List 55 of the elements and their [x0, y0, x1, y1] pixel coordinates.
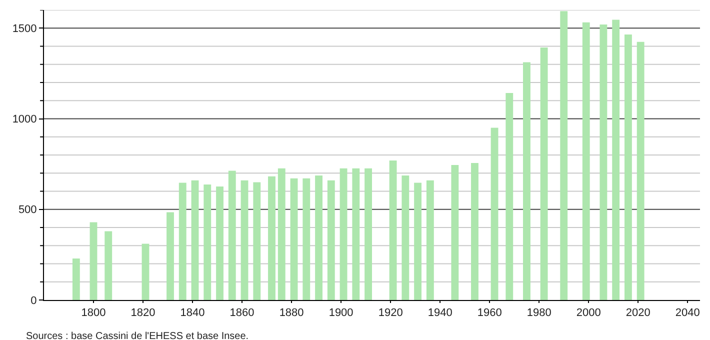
y-tick-label: 0 — [30, 294, 37, 307]
x-tick-label: 2040 — [675, 307, 700, 320]
y-tick-label: 1000 — [12, 114, 37, 126]
bar — [240, 180, 248, 300]
bar — [612, 20, 620, 300]
bar — [624, 34, 632, 300]
bar — [290, 178, 298, 300]
bar — [506, 93, 514, 300]
bar — [490, 128, 498, 300]
x-tick-label: 1880 — [279, 307, 304, 320]
bar — [278, 168, 286, 300]
bar — [315, 175, 322, 300]
y-tick-label: 1500 — [12, 22, 37, 35]
bar — [523, 62, 530, 300]
x-tick-label: 1820 — [130, 307, 156, 320]
bar — [90, 222, 98, 300]
x-tick-label: 2020 — [626, 307, 650, 320]
bar — [268, 176, 276, 300]
bar — [178, 182, 186, 300]
source-note: Sources : base Cassini de l'EHESS et base Insee. — [26, 331, 249, 340]
x-tick-label: 1980 — [526, 307, 552, 320]
bar — [540, 48, 548, 300]
bar — [352, 168, 360, 300]
bar — [402, 175, 410, 300]
bar — [600, 24, 608, 300]
bar — [340, 168, 348, 300]
bar — [142, 244, 150, 300]
x-tick-label: 1800 — [81, 307, 106, 320]
bar — [302, 178, 310, 300]
bar — [414, 182, 422, 300]
x-tick-label: 1920 — [378, 307, 403, 320]
x-tick-label: 1900 — [328, 307, 354, 320]
x-tick-label: 1840 — [180, 307, 205, 320]
bar — [582, 22, 590, 300]
bar — [253, 182, 261, 300]
bar — [389, 160, 397, 300]
x-tick-label: 1960 — [477, 307, 502, 320]
bar — [228, 170, 236, 300]
x-tick-label: 2000 — [576, 307, 601, 320]
bar — [191, 180, 199, 300]
bar — [327, 180, 335, 300]
x-tick-label: 1860 — [230, 307, 254, 320]
bar — [471, 162, 478, 300]
bar — [451, 164, 459, 300]
y-tick-label: 500 — [18, 204, 37, 216]
bar — [204, 184, 212, 300]
bar — [104, 231, 112, 300]
bar — [426, 180, 434, 300]
bar — [166, 212, 174, 300]
bar — [364, 168, 372, 300]
bar — [560, 11, 568, 300]
bar — [636, 42, 644, 300]
bar — [72, 258, 80, 300]
x-tick-label: 1940 — [428, 307, 452, 320]
bar — [216, 186, 224, 300]
